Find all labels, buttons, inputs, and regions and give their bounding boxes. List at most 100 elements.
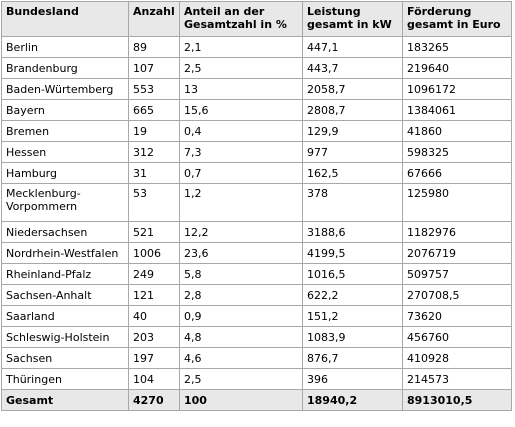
cell-leistung: 4199,5	[302, 242, 403, 264]
cell-anzahl: 19	[128, 120, 180, 142]
header-bundesland: Bundesland	[1, 1, 129, 37]
header-leistung: Leistung gesamt in kW	[302, 1, 403, 37]
header-foerderung: Förderung gesamt in Euro	[402, 1, 512, 37]
total-row: Gesamt 4270 100 18940,2 8913010,5	[1, 389, 512, 411]
cell-leistung: 378	[302, 183, 403, 222]
cell-anteil: 0,9	[179, 305, 303, 327]
cell-anteil: 0,4	[179, 120, 303, 142]
cell-leistung: 447,1	[302, 36, 403, 58]
cell-leistung: 151,2	[302, 305, 403, 327]
cell-foerderung: 2076719	[402, 242, 512, 264]
cell-anteil: 1,2	[179, 183, 303, 222]
cell-bundesland: Thüringen	[1, 368, 129, 390]
table-row: Hamburg 31 0,7 162,5 67666	[1, 162, 512, 184]
cell-bundesland: Sachsen-Anhalt	[1, 284, 129, 306]
cell-anzahl: 1006	[128, 242, 180, 264]
cell-leistung: 1016,5	[302, 263, 403, 285]
table-row: Niedersachsen 521 12,2 3188,6 1182976	[1, 221, 512, 243]
table-row: Sachsen-Anhalt 121 2,8 622,2 270708,5	[1, 284, 512, 306]
cell-anzahl: 312	[128, 141, 180, 163]
cell-bundesland: Schleswig-Holstein	[1, 326, 129, 348]
cell-anzahl: 197	[128, 347, 180, 369]
cell-foerderung: 67666	[402, 162, 512, 184]
cell-anteil: 15,6	[179, 99, 303, 121]
header-anteil: Anteil an der Gesamtzahl in %	[179, 1, 303, 37]
cell-foerderung: 125980	[402, 183, 512, 222]
cell-foerderung: 1182976	[402, 221, 512, 243]
cell-anzahl: 53	[128, 183, 180, 222]
cell-leistung: 2808,7	[302, 99, 403, 121]
cell-anteil: 2,1	[179, 36, 303, 58]
cell-foerderung: 410928	[402, 347, 512, 369]
cell-foerderung: 1384061	[402, 99, 512, 121]
table-row: Nordrhein-Westfalen 1006 23,6 4199,5 207…	[1, 242, 512, 264]
total-foerderung: 8913010,5	[402, 389, 512, 411]
header-row: Bundesland Anzahl Anteil an der Gesamtza…	[1, 1, 512, 37]
cell-bundesland: Hessen	[1, 141, 129, 163]
cell-bundesland: Nordrhein-Westfalen	[1, 242, 129, 264]
cell-foerderung: 456760	[402, 326, 512, 348]
cell-anteil: 2,5	[179, 368, 303, 390]
cell-bundesland: Brandenburg	[1, 57, 129, 79]
cell-bundesland: Berlin	[1, 36, 129, 58]
cell-leistung: 129,9	[302, 120, 403, 142]
cell-anteil: 23,6	[179, 242, 303, 264]
cell-anteil: 4,6	[179, 347, 303, 369]
total-anzahl: 4270	[128, 389, 180, 411]
cell-anzahl: 107	[128, 57, 180, 79]
cell-foerderung: 214573	[402, 368, 512, 390]
cell-foerderung: 598325	[402, 141, 512, 163]
total-leistung: 18940,2	[302, 389, 403, 411]
table-row: Saarland 40 0,9 151,2 73620	[1, 305, 512, 327]
cell-anzahl: 89	[128, 36, 180, 58]
cell-bundesland: Rheinland-Pfalz	[1, 263, 129, 285]
cell-anteil: 5,8	[179, 263, 303, 285]
cell-anteil: 0,7	[179, 162, 303, 184]
bundesland-table: Bundesland Anzahl Anteil an der Gesamtza…	[1, 1, 512, 411]
cell-leistung: 162,5	[302, 162, 403, 184]
cell-leistung: 443,7	[302, 57, 403, 79]
cell-anteil: 2,5	[179, 57, 303, 79]
cell-leistung: 3188,6	[302, 221, 403, 243]
table-row: Bayern 665 15,6 2808,7 1384061	[1, 99, 512, 121]
cell-anzahl: 249	[128, 263, 180, 285]
cell-anteil: 4,8	[179, 326, 303, 348]
cell-leistung: 2058,7	[302, 78, 403, 100]
header-anzahl: Anzahl	[128, 1, 180, 37]
cell-anzahl: 40	[128, 305, 180, 327]
table-row: Hessen 312 7,3 977 598325	[1, 141, 512, 163]
cell-bundesland: Niedersachsen	[1, 221, 129, 243]
table-row: Rheinland-Pfalz 249 5,8 1016,5 509757	[1, 263, 512, 285]
cell-leistung: 977	[302, 141, 403, 163]
cell-leistung: 622,2	[302, 284, 403, 306]
cell-anzahl: 121	[128, 284, 180, 306]
cell-foerderung: 270708,5	[402, 284, 512, 306]
table-row: Thüringen 104 2,5 396 214573	[1, 368, 512, 390]
total-label: Gesamt	[1, 389, 129, 411]
cell-bundesland: Sachsen	[1, 347, 129, 369]
cell-anteil: 2,8	[179, 284, 303, 306]
cell-anzahl: 665	[128, 99, 180, 121]
table-row: Mecklenburg-Vorpommern 53 1,2 378 125980	[1, 183, 512, 222]
table-row: Sachsen 197 4,6 876,7 410928	[1, 347, 512, 369]
cell-bundesland: Bayern	[1, 99, 129, 121]
table-row: Bremen 19 0,4 129,9 41860	[1, 120, 512, 142]
cell-anteil: 12,2	[179, 221, 303, 243]
cell-foerderung: 1096172	[402, 78, 512, 100]
table-row: Schleswig-Holstein 203 4,8 1083,9 456760	[1, 326, 512, 348]
cell-bundesland: Hamburg	[1, 162, 129, 184]
cell-anzahl: 203	[128, 326, 180, 348]
cell-foerderung: 183265	[402, 36, 512, 58]
cell-anteil: 7,3	[179, 141, 303, 163]
cell-leistung: 876,7	[302, 347, 403, 369]
cell-foerderung: 219640	[402, 57, 512, 79]
cell-bundesland: Mecklenburg-Vorpommern	[1, 183, 129, 222]
total-anteil: 100	[179, 389, 303, 411]
cell-leistung: 1083,9	[302, 326, 403, 348]
cell-anzahl: 31	[128, 162, 180, 184]
cell-anzahl: 521	[128, 221, 180, 243]
cell-bundesland: Bremen	[1, 120, 129, 142]
cell-anteil: 13	[179, 78, 303, 100]
table-row: Baden-Würtemberg 553 13 2058,7 1096172	[1, 78, 512, 100]
cell-foerderung: 73620	[402, 305, 512, 327]
